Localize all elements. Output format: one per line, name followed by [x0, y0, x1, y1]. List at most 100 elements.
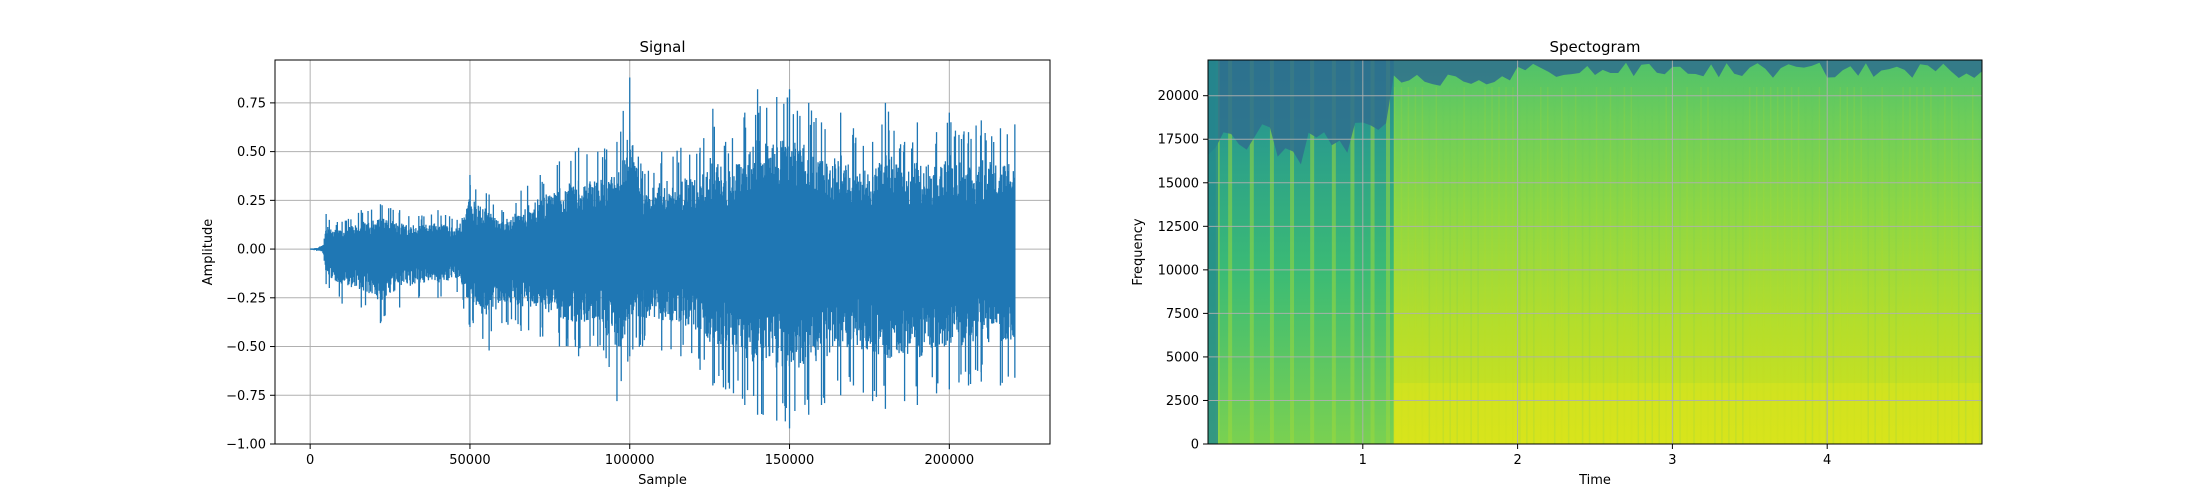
spectrogram-texture	[1902, 86, 1904, 444]
spectrogram-texture	[1769, 86, 1772, 444]
spectrogram-texture	[1930, 86, 1932, 444]
spectrogram-texture	[1505, 86, 1507, 444]
spectrogram-texture	[1944, 86, 1946, 444]
spectrogram-low-frequency-band	[1393, 383, 1982, 444]
spectrogram-texture	[1672, 86, 1674, 444]
spectrogram-x-tick-label: 3	[1668, 453, 1676, 468]
signal-title: Signal	[639, 38, 685, 56]
spectrogram-y-tick-label: 0	[1191, 438, 1199, 453]
spectrogram-x-tick-label: 2	[1513, 453, 1521, 468]
spectrogram-texture	[1700, 86, 1702, 444]
spectrogram-y-tick-label: 15000	[1158, 176, 1199, 191]
signal-x-tick-label: 0	[306, 453, 314, 468]
spectrogram-texture	[1832, 86, 1835, 444]
spectrogram-texture	[1463, 86, 1465, 444]
spectrogram-x-ticks: 1 2 3 4	[1359, 444, 1831, 468]
signal-x-ticks: 0 50000 100000 150000 200000	[306, 444, 974, 468]
spectrogram-texture	[1853, 86, 1856, 444]
spectrogram-texture	[1616, 86, 1619, 444]
spectrogram-texture	[1658, 86, 1660, 444]
spectrogram-texture	[1958, 86, 1960, 444]
spectrogram-texture	[1804, 86, 1807, 444]
spectrogram-texture	[1644, 86, 1647, 444]
spectrogram-texture	[1428, 86, 1431, 444]
spectrogram-texture	[1553, 86, 1556, 444]
spectrogram-onset-streak	[1370, 60, 1375, 444]
signal-y-axis-label: Amplitude	[201, 219, 216, 286]
signal-y-tick-label: 0.50	[237, 145, 266, 160]
spectrogram-texture	[1916, 86, 1918, 444]
spectrogram-texture	[1567, 86, 1570, 444]
spectrogram-texture	[1818, 86, 1821, 444]
spectrogram-onset-streak	[1290, 60, 1295, 444]
signal-x-tick-label: 50000	[449, 453, 490, 468]
spectrogram-texture	[1881, 86, 1883, 444]
spectrogram-title: Spectogram	[1549, 38, 1640, 56]
spectrogram-y-ticks: 0 2500 5000 7500 10000 12500 15000 17500 20000	[1158, 89, 1208, 453]
spectrogram-texture	[1923, 86, 1925, 444]
spectrogram-y-tick-label: 17500	[1158, 133, 1199, 148]
spectrogram-texture	[1964, 86, 1967, 444]
spectrogram-texture	[1560, 86, 1563, 444]
spectrogram-onset-streak	[1386, 60, 1391, 444]
spectrogram-texture	[1547, 86, 1549, 444]
spectrogram-texture	[1407, 86, 1410, 444]
spectrogram-texture	[1421, 86, 1424, 444]
spectrogram-texture	[1860, 86, 1862, 444]
spectrogram-chart: 1 2 3 4 0 2500 5000 7500 10000 12500 15000 17500 20…	[1131, 38, 1983, 488]
spectrogram-texture	[1937, 86, 1939, 444]
spectrogram-texture	[1414, 86, 1417, 444]
signal-y-tick-label: 0.25	[237, 194, 266, 209]
spectrogram-y-axis-label: Frequency	[1131, 218, 1146, 285]
spectrogram-y-tick-label: 20000	[1158, 89, 1199, 104]
signal-waveform	[310, 77, 1016, 429]
signal-chart: 0 50000 100000 150000 200000 −1.00 −0.75 −0.50…	[201, 38, 1051, 488]
spectrogram-texture	[1512, 86, 1514, 444]
spectrogram-y-tick-label: 2500	[1166, 394, 1199, 409]
spectrogram-texture	[1400, 86, 1403, 444]
spectrogram-onset-streak	[1331, 60, 1336, 444]
signal-y-tick-label: 0.75	[237, 96, 266, 111]
spectrogram-texture	[1693, 86, 1695, 444]
spectrogram-texture	[1846, 86, 1849, 444]
signal-x-tick-label: 150000	[765, 453, 815, 468]
spectrogram-texture	[1435, 86, 1438, 444]
signal-y-tick-label: −0.25	[226, 291, 266, 306]
signal-y-tick-label: −0.50	[226, 340, 266, 355]
signal-waveform-line	[310, 77, 1016, 429]
spectrogram-texture	[1797, 86, 1800, 444]
spectrogram-texture	[1491, 86, 1493, 444]
spectrogram-texture	[1637, 86, 1640, 444]
signal-axes-frame	[274, 59, 1051, 445]
spectrogram-texture	[1867, 86, 1869, 444]
spectrogram-texture	[1783, 86, 1786, 444]
spectrogram-texture	[1825, 86, 1828, 444]
spectrogram-onset-streak	[1249, 60, 1254, 444]
spectrogram-texture	[1442, 86, 1445, 444]
spectrogram-texture	[1540, 86, 1542, 444]
spectrogram-texture	[1595, 86, 1598, 444]
spectrogram-texture	[1533, 86, 1535, 444]
spectrogram-texture	[1574, 86, 1577, 444]
spectrogram-texture	[1776, 86, 1779, 444]
spectrogram-texture	[1477, 86, 1479, 444]
signal-y-tick-label: −1.00	[226, 438, 266, 453]
spectrogram-texture	[1707, 86, 1709, 444]
spectrogram-texture	[1749, 86, 1751, 444]
spectrogram-texture	[1735, 86, 1737, 444]
spectrogram-texture	[1762, 86, 1765, 444]
spectrogram-onset-streak	[1350, 60, 1355, 444]
spectrogram-texture	[1470, 86, 1472, 444]
spectrogram-texture	[1888, 86, 1890, 444]
spectrogram-texture	[1909, 86, 1911, 444]
spectrogram-y-tick-label: 12500	[1158, 220, 1199, 235]
spectrogram-onset-streak	[1228, 60, 1233, 444]
signal-x-tick-label: 100000	[605, 453, 655, 468]
spectrogram-texture	[1874, 86, 1876, 444]
spectrogram-x-tick-label: 1	[1359, 453, 1367, 468]
signal-y-ticks: −1.00 −0.75 −0.50 −0.25 0.00 0.25 0.50 0.75	[226, 96, 275, 453]
spectrogram-onset-streak	[1269, 60, 1274, 444]
signal-x-axis-label: Sample	[638, 473, 687, 488]
spectrogram-texture	[1609, 86, 1612, 444]
